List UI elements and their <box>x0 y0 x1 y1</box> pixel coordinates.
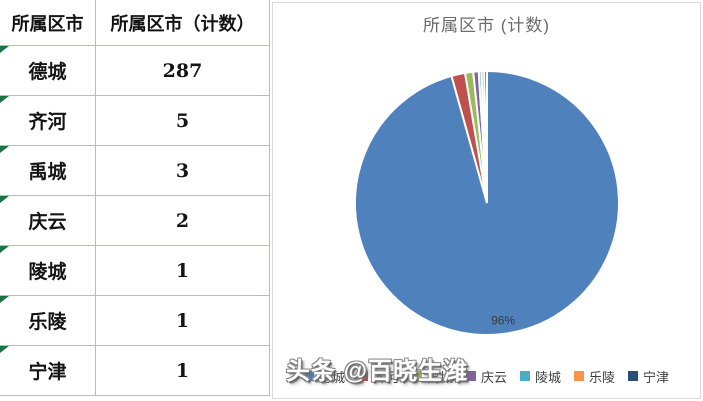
cell-district[interactable]: 庆云 <box>0 195 96 246</box>
data-table: 所属区市 所属区市（计数） 德城 287 齐河 5 禹城 3 庆云 2 陵城 1 乐陵 1 宁津 1 <box>0 0 270 396</box>
pie-chart-panel[interactable]: 96% 所属区市 (计数) 德城 齐河 禹城 庆云 陵城 乐陵 宁津 <box>272 2 701 399</box>
cell-district[interactable]: 德城 <box>0 45 96 96</box>
legend-item[interactable]: 陵城 <box>520 367 561 386</box>
legend-item[interactable]: 齐河 <box>357 367 399 386</box>
legend-label: 禹城 <box>426 369 453 385</box>
district-name: 庆云 <box>28 211 67 233</box>
chart-title: 所属区市 (计数) <box>422 16 551 35</box>
legend-label: 齐河 <box>372 369 399 385</box>
cell-count[interactable]: 1 <box>95 245 270 296</box>
cell-count[interactable]: 1 <box>95 295 270 346</box>
watermark: 头条 @百晓生潍 <box>286 358 469 385</box>
column-header-count[interactable]: 所属区市（计数） <box>95 0 270 46</box>
error-flag-triangle-icon <box>0 96 9 103</box>
error-flag-triangle-icon <box>0 246 9 253</box>
district-name: 德城 <box>28 61 67 83</box>
legend-marker-icon <box>520 371 530 381</box>
table-row: 禹城 3 <box>0 145 270 196</box>
table-row: 齐河 5 <box>0 95 270 146</box>
cell-count[interactable]: 287 <box>95 45 270 96</box>
legend-marker-icon <box>357 371 368 381</box>
table-row: 宁津 1 <box>0 345 270 396</box>
cell-district[interactable]: 宁津 <box>0 345 96 396</box>
error-flag-triangle-icon <box>0 296 9 303</box>
cell-district[interactable]: 陵城 <box>0 245 96 296</box>
legend-marker-icon <box>465 371 476 381</box>
table-row: 乐陵 1 <box>0 295 270 346</box>
table-row: 陵城 1 <box>0 245 270 296</box>
pie-chart: 96% <box>353 69 620 336</box>
legend-item[interactable]: 庆云 <box>465 367 507 386</box>
cell-district[interactable]: 齐河 <box>0 95 96 146</box>
legend-marker-icon <box>574 371 585 381</box>
chart-legend: 德城 齐河 禹城 庆云 陵城 乐陵 宁津 <box>273 364 700 388</box>
legend-item[interactable]: 禹城 <box>411 367 453 386</box>
error-flag-triangle-icon <box>0 196 9 203</box>
pie-slice[interactable] <box>483 69 488 204</box>
table-row: 德城 287 <box>0 45 270 96</box>
legend-marker-icon <box>303 371 314 381</box>
legend-marker-icon <box>628 371 639 381</box>
legend-marker-icon <box>411 371 422 381</box>
district-name: 齐河 <box>28 111 67 133</box>
pie-data-label: 96% <box>491 314 515 328</box>
legend-label: 宁津 <box>643 369 670 385</box>
error-flag-triangle-icon <box>0 46 9 53</box>
cell-district[interactable]: 禹城 <box>0 145 96 196</box>
legend-item[interactable]: 乐陵 <box>574 367 615 386</box>
error-flag-triangle-icon <box>0 146 9 153</box>
legend-item[interactable]: 德城 <box>303 367 345 386</box>
cell-count[interactable]: 1 <box>95 345 270 396</box>
cell-count[interactable]: 5 <box>95 95 270 146</box>
district-name: 禹城 <box>28 161 67 183</box>
legend-label: 德城 <box>318 369 345 385</box>
cell-count[interactable]: 2 <box>95 195 270 246</box>
cell-count[interactable]: 3 <box>95 145 270 196</box>
column-header-district[interactable]: 所属区市 <box>0 0 96 46</box>
district-name: 宁津 <box>28 361 67 383</box>
district-name: 乐陵 <box>28 311 67 333</box>
legend-label: 陵城 <box>535 369 562 385</box>
legend-label: 庆云 <box>480 369 507 385</box>
error-flag-triangle-icon <box>0 346 9 353</box>
cell-district[interactable]: 乐陵 <box>0 295 96 346</box>
table-row: 庆云 2 <box>0 195 270 246</box>
district-name: 陵城 <box>28 261 67 283</box>
table-header-row: 所属区市 所属区市（计数） <box>0 0 270 46</box>
table-body: 德城 287 齐河 5 禹城 3 庆云 2 陵城 1 乐陵 1 宁津 1 <box>0 45 270 396</box>
legend-label: 乐陵 <box>589 369 616 385</box>
legend-item[interactable]: 宁津 <box>628 367 669 386</box>
